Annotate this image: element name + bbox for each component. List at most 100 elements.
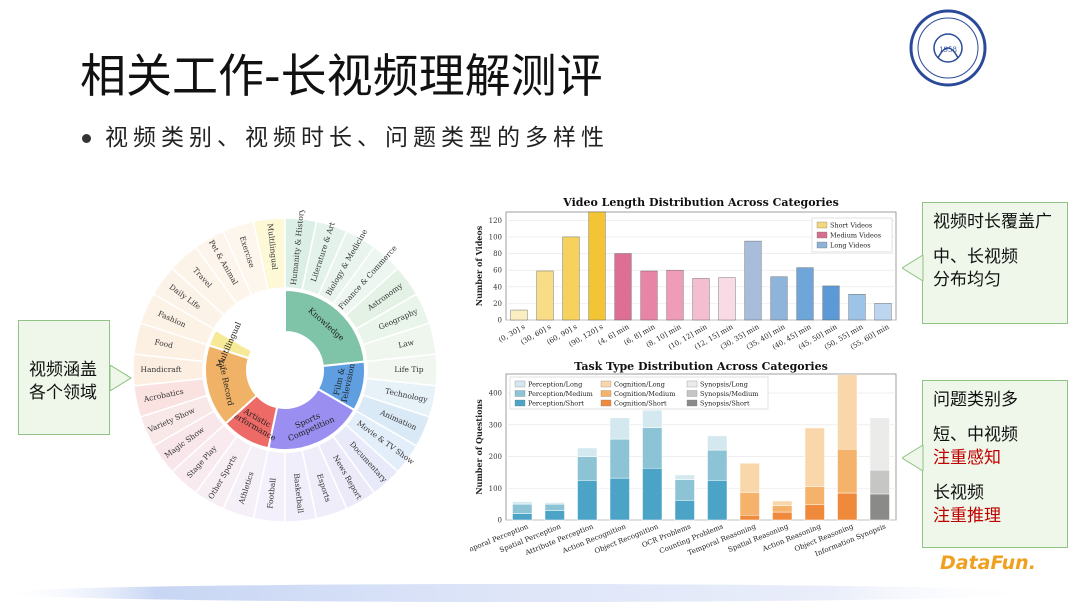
length-bar: [666, 269, 684, 321]
task-type-chart: Task Type Distribution Across Categories…: [470, 360, 897, 558]
sunburst-outer-label: Football: [265, 477, 277, 509]
task-bar-segment: [577, 456, 598, 481]
task-legend: [509, 376, 769, 410]
length-bar: [614, 253, 632, 321]
task-bar-segment: [707, 435, 728, 451]
callout-video-length: 视频时长覆盖广 中、长视频 分布均匀: [922, 202, 1068, 324]
task-legend-label: Cognition/Medium: [614, 390, 675, 398]
task-bar-segment: [642, 409, 663, 428]
bullet-dot: [82, 134, 91, 143]
sunburst-center: [248, 333, 322, 407]
task-bar-segment: [642, 468, 663, 521]
task-bar-segment: [512, 503, 533, 514]
task-bar-segment: [869, 417, 890, 471]
task-ytick-label: 300: [489, 421, 502, 429]
length-bar: [848, 294, 866, 321]
callout-q-line3: 注重感知: [933, 448, 1001, 468]
task-bar-segment: [772, 505, 793, 513]
video-length-chart: Video Length Distribution Across Categor…: [474, 196, 897, 351]
task-bar-segment: [804, 486, 825, 506]
task-legend-swatch: [686, 399, 698, 407]
task-bar-segment: [837, 374, 858, 450]
task-bar-segment: [609, 417, 630, 440]
task-bar-segment: [739, 514, 760, 521]
callout-question-types: 问题类别多 短、中视频 注重感知 长视频 注重推理: [922, 380, 1068, 548]
sunburst-outer-label: Life Tip: [394, 365, 423, 374]
task-bar-segment: [739, 492, 760, 516]
length-bar: [874, 303, 892, 321]
callout-length-line1: 视频时长覆盖广: [933, 212, 1052, 232]
task-bar-segment: [674, 500, 695, 521]
callout-pointer-left: [110, 365, 132, 391]
task-bar-segment: [674, 479, 695, 501]
category-sunburst-chart: Humanity & History Literature & ArtBiolog…: [132, 210, 438, 523]
length-legend-swatch: [816, 231, 828, 239]
task-ylabel: Number of Questions: [474, 399, 484, 495]
sunburst-outer-label: Law: [397, 338, 415, 350]
task-legend-label: Perception/Long: [528, 381, 582, 389]
task-legend-swatch: [600, 399, 612, 407]
length-ylabel: Number of Videos: [474, 225, 484, 306]
task-chart-title: Task Type Distribution Across Categories: [574, 360, 828, 373]
task-legend-label: Perception/Short: [528, 400, 584, 408]
task-bar-segment: [512, 501, 533, 505]
task-bar-segment: [772, 511, 793, 521]
length-bar: [796, 267, 814, 321]
task-bar-segment: [739, 462, 760, 493]
length-bar: [588, 211, 606, 321]
length-ytick-label: 0: [498, 317, 502, 325]
task-bar-segment: [544, 503, 565, 511]
bullet-point: 视频类别、视频时长、问题类型的多样性: [82, 118, 609, 152]
length-legend-swatch: [816, 241, 828, 249]
task-ytick-label: 100: [489, 485, 502, 493]
task-bar-segment: [869, 493, 890, 521]
task-bar-segment: [772, 500, 793, 506]
task-bar-segment: [577, 480, 598, 521]
callout-domains-text: 视频涵盖 各个领域: [29, 360, 97, 403]
task-legend-swatch: [514, 380, 526, 388]
bullet-text: 视频类别、视频时长、问题类型的多样性: [105, 125, 609, 151]
length-bar: [562, 236, 580, 321]
length-bar: [640, 270, 658, 321]
task-bar-segment: [837, 448, 858, 494]
length-ytick-label: 20: [493, 300, 502, 308]
length-bar: [692, 278, 710, 321]
callout-pointer-bottom: [902, 445, 924, 471]
callout-q-line2: 短、中视频: [933, 425, 1018, 445]
task-legend-label: Synopsis/Medium: [700, 390, 758, 398]
university-seal-logo: 1958: [909, 9, 987, 87]
task-legend-label: Perception/Medium: [528, 390, 593, 398]
task-bar-segment: [609, 438, 630, 479]
footer-gradient-band: [0, 584, 1040, 602]
task-bar-segment: [642, 427, 663, 469]
length-ytick-label: 40: [493, 283, 502, 291]
task-legend-swatch: [514, 399, 526, 407]
task-legend-swatch: [686, 380, 698, 388]
length-bar: [744, 240, 762, 321]
length-ytick-label: 100: [489, 233, 502, 241]
task-legend-label: Cognition/Long: [614, 381, 665, 389]
callout-q-line4: 长视频: [933, 483, 984, 503]
task-legend-swatch: [514, 390, 526, 397]
datafun-logo: DataFun.: [940, 552, 1036, 574]
sunburst-outer-label: Food: [154, 337, 174, 350]
callout-q-line5: 注重推理: [933, 506, 1001, 526]
task-bar-segment: [804, 427, 825, 487]
callout-length-line2: 中、长视频: [933, 247, 1018, 267]
task-ytick-label: 400: [489, 390, 502, 398]
task-bar-segment: [869, 469, 890, 495]
length-legend-label: Long Videos: [830, 242, 871, 250]
length-legend-label: Short Videos: [830, 222, 872, 230]
callout-q-line1: 问题类别多: [933, 390, 1018, 410]
length-bar: [770, 276, 788, 321]
task-bar-segment: [707, 480, 728, 521]
task-legend-swatch: [600, 390, 612, 397]
length-bar: [822, 285, 840, 321]
task-bar-segment: [707, 449, 728, 481]
task-bar-segment: [609, 477, 630, 521]
slide-title: 相关工作-长视频理解测评: [80, 49, 603, 103]
task-legend-swatch: [686, 390, 698, 397]
task-bar-segment: [804, 504, 825, 521]
length-legend-swatch: [816, 221, 828, 229]
length-ytick-label: 80: [493, 250, 502, 258]
